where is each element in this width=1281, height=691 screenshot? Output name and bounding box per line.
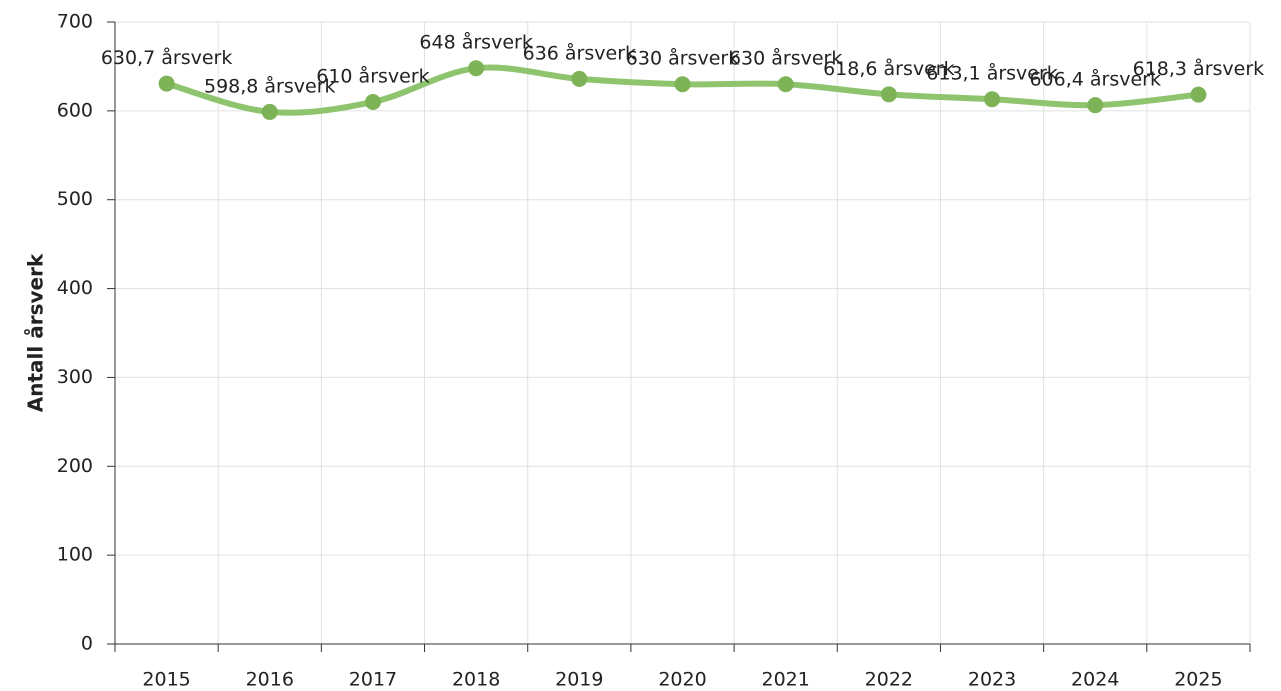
data-label: 630 årsverk (626, 47, 739, 70)
data-label: 613,1 årsverk (926, 62, 1058, 85)
data-point (880, 86, 897, 103)
data-point (571, 70, 588, 87)
data-point (984, 91, 1001, 108)
data-point (1190, 86, 1207, 103)
y-tick-label: 0 (81, 633, 93, 655)
data-point (261, 103, 278, 120)
y-tick-label: 200 (57, 455, 93, 477)
data-point (777, 76, 794, 93)
data-point (674, 76, 691, 93)
x-tick-label: 2020 (658, 669, 706, 691)
x-tick-label: 2019 (555, 669, 603, 691)
y-tick-label: 100 (57, 544, 93, 566)
x-tick-label: 2015 (142, 669, 190, 691)
data-label: 630,7 årsverk (101, 46, 233, 69)
data-label: 618,3 årsverk (1133, 57, 1265, 80)
y-tick-label: 600 (57, 99, 93, 121)
data-label: 648 årsverk (419, 31, 532, 54)
data-point (364, 93, 381, 110)
data-label: 630 årsverk (729, 47, 842, 70)
x-tick-label: 2017 (349, 669, 397, 691)
data-point (158, 75, 175, 92)
x-tick-label: 2024 (1071, 669, 1119, 691)
x-tick-label: 2025 (1174, 669, 1222, 691)
y-tick-label: 300 (57, 366, 93, 388)
data-point (468, 60, 485, 77)
data-label: 636 årsverk (523, 41, 636, 64)
y-axis-title: Antall årsverk (24, 253, 48, 412)
data-label: 598,8 årsverk (204, 74, 336, 97)
y-tick-label: 400 (57, 277, 93, 299)
x-tick-label: 2022 (865, 669, 913, 691)
x-tick-label: 2016 (246, 669, 294, 691)
data-label: 606,4 årsverk (1029, 68, 1161, 91)
y-tick-label: 700 (57, 11, 93, 33)
data-point (1087, 97, 1104, 114)
data-label: 610 årsverk (316, 64, 429, 87)
x-tick-label: 2023 (968, 669, 1016, 691)
x-tick-label: 2021 (762, 669, 810, 691)
data-label: 618,6 årsverk (823, 57, 955, 80)
x-tick-label: 2018 (452, 669, 500, 691)
y-tick-label: 500 (57, 188, 93, 210)
